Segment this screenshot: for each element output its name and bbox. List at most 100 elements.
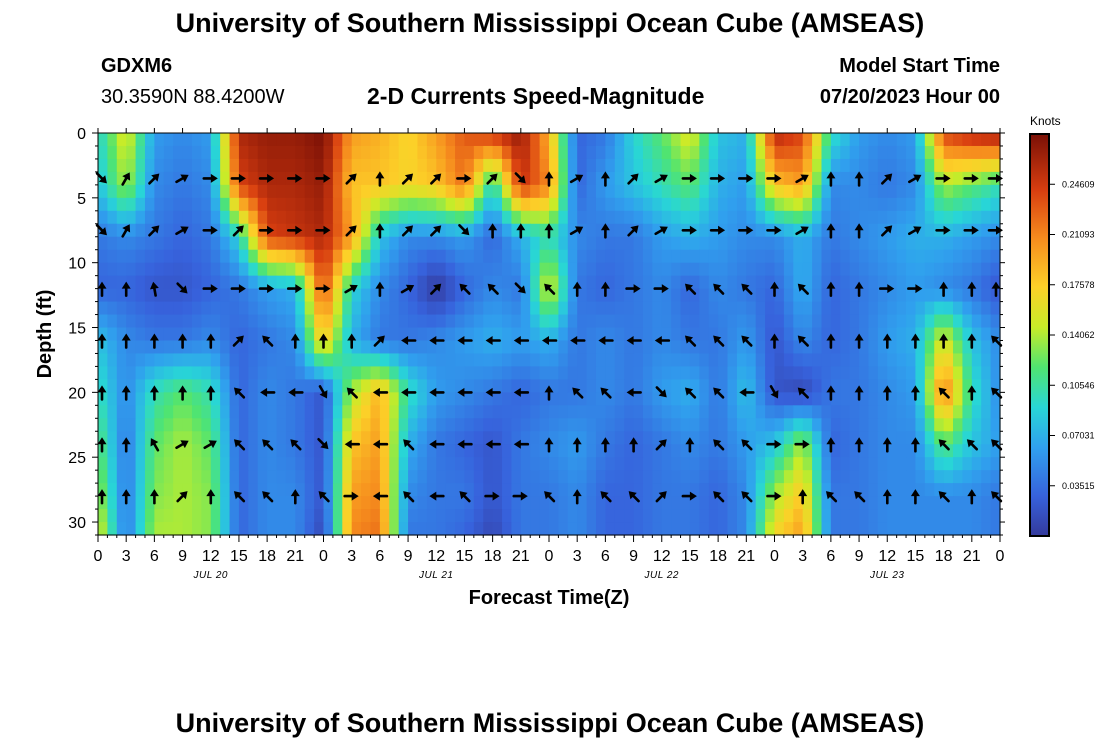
heatmap-cell	[502, 483, 513, 497]
heatmap-cell	[887, 262, 898, 277]
heatmap-cell	[614, 314, 625, 329]
current-arrow	[598, 336, 614, 345]
heatmap-cell	[652, 522, 663, 536]
heatmap-cell	[577, 444, 588, 458]
heatmap-cell	[389, 379, 400, 393]
heatmap-cell	[614, 496, 625, 510]
heatmap-cell	[755, 379, 766, 393]
heatmap-cell	[605, 301, 616, 316]
heatmap-cell	[558, 522, 569, 536]
heatmap-cell	[821, 418, 832, 432]
heatmap-cell	[351, 340, 362, 355]
heatmap-cell	[304, 171, 315, 186]
heatmap-cell	[248, 133, 259, 147]
heatmap-cell	[595, 457, 606, 471]
heatmap-cell	[455, 184, 466, 199]
heatmap-cell	[342, 210, 353, 225]
heatmap-cell	[746, 457, 757, 471]
heatmap-cell	[981, 366, 992, 380]
heatmap-cell	[953, 483, 964, 497]
heatmap-cell	[502, 301, 513, 316]
heatmap-cell	[238, 262, 249, 277]
heatmap-cell	[671, 431, 682, 445]
heatmap-cell	[276, 379, 287, 393]
heatmap-cell	[295, 145, 306, 160]
heatmap-cell	[896, 275, 907, 290]
heatmap-cell	[642, 392, 653, 406]
heatmap-cell	[154, 158, 165, 173]
heatmap-cell	[530, 496, 541, 510]
heatmap-cell	[285, 353, 296, 368]
heatmap-cell	[502, 353, 513, 368]
heatmap-cell	[163, 288, 174, 303]
heatmap-cell	[680, 327, 691, 342]
heatmap-cell	[323, 197, 334, 212]
heatmap-cell	[887, 275, 898, 290]
heatmap-cell	[830, 133, 841, 147]
heatmap-cell	[314, 249, 325, 264]
heatmap-cell	[210, 197, 221, 212]
heatmap-cell	[332, 249, 343, 264]
heatmap-cell	[220, 327, 231, 342]
heatmap-cell	[314, 184, 325, 199]
heatmap-cell	[567, 210, 578, 225]
heatmap-cell	[981, 184, 992, 199]
heatmap-cell	[812, 340, 823, 355]
heatmap-cell	[473, 171, 484, 186]
heatmap-cell	[821, 509, 832, 523]
heatmap-cell	[577, 314, 588, 329]
heatmap-cell	[314, 210, 325, 225]
heatmap-cell	[614, 483, 625, 497]
heatmap-cell	[962, 379, 973, 393]
heatmap-cell	[614, 327, 625, 342]
heatmap-cell	[398, 133, 409, 147]
heatmap-cell	[210, 314, 221, 329]
heatmap-cell	[464, 431, 475, 445]
heatmap-cell	[906, 314, 917, 329]
heatmap-cell	[549, 171, 559, 186]
heatmap-cell	[464, 496, 475, 510]
heatmap-cell	[210, 145, 221, 160]
current-arrow	[232, 225, 244, 237]
heatmap-cell	[530, 522, 541, 536]
heatmap-cell	[868, 249, 879, 264]
heatmap-cell	[981, 496, 992, 510]
heatmap-cell	[549, 431, 559, 445]
heatmap-cell	[511, 314, 522, 329]
heatmap-cell	[135, 262, 146, 277]
heatmap-cell	[765, 275, 776, 290]
heatmap-cell	[906, 275, 917, 290]
heatmap-cell	[567, 444, 578, 458]
heatmap-cell	[943, 275, 954, 290]
heatmap-cell	[370, 444, 381, 458]
heatmap-cell	[614, 457, 625, 471]
heatmap-cell	[98, 158, 108, 173]
heatmap-cell	[295, 483, 306, 497]
current-arrow	[600, 437, 610, 453]
heatmap-cell	[586, 379, 597, 393]
heatmap-cell	[680, 184, 691, 199]
heatmap-cell	[257, 509, 268, 523]
heatmap-cell	[802, 314, 813, 329]
heatmap-cell	[887, 184, 898, 199]
heatmap-cell	[389, 392, 400, 406]
heatmap-cell	[708, 262, 719, 277]
heatmap-cell	[906, 405, 917, 419]
heatmap-cell	[323, 457, 334, 471]
current-arrow	[741, 335, 753, 347]
heatmap-cell	[558, 171, 569, 186]
heatmap-cells	[98, 133, 1001, 536]
heatmap-cell	[689, 470, 700, 484]
heatmap-cell	[633, 210, 644, 225]
heatmap-cell	[361, 223, 372, 238]
heatmap-cell	[314, 353, 325, 368]
heatmap-cell	[267, 301, 278, 316]
heatmap-cell	[812, 249, 823, 264]
heatmap-cell	[971, 210, 982, 225]
heatmap-cell	[502, 236, 513, 251]
heatmap-cell	[830, 158, 841, 173]
heatmap-cell	[943, 262, 954, 277]
heatmap-cell	[332, 483, 343, 497]
heatmap-cell	[586, 366, 597, 380]
heatmap-cell	[746, 483, 757, 497]
